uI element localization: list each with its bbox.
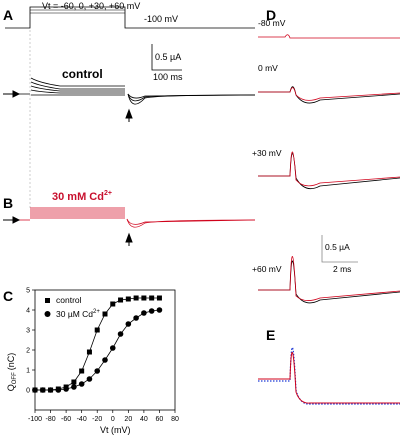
- x-tick-label: 80: [171, 416, 179, 423]
- data-point-circle: [94, 368, 101, 374]
- scale-bar-d-current: 0.5 µA: [325, 242, 350, 252]
- data-point-circle: [117, 331, 124, 337]
- data-point-square: [71, 379, 77, 385]
- panel-b-label: B: [3, 195, 13, 211]
- legend-circle-marker: [44, 311, 51, 317]
- data-point-square: [149, 295, 155, 301]
- panel-d-label: D: [266, 7, 276, 23]
- qoff-chart: -100 -80 -60 -40 -20 0 20 40 60 80 0 1 2 3 4 5: [26, 288, 179, 424]
- data-point-circle: [109, 345, 116, 351]
- data-point-circle: [39, 387, 46, 393]
- data-point-square: [133, 295, 139, 301]
- x-tick-label: -20: [92, 416, 102, 423]
- series-1-fit-line: [35, 309, 160, 391]
- y-tick-label: 2: [26, 348, 30, 355]
- cd-current-traces: [5, 207, 256, 228]
- data-point-circle: [133, 315, 139, 321]
- panel-a-label: A: [3, 7, 13, 23]
- holding-potential-label: -100 mV: [144, 14, 178, 24]
- chart-legend: control 30 µM Cd2+: [44, 295, 100, 319]
- data-point-square: [94, 327, 100, 333]
- legend-control: control: [56, 295, 82, 305]
- voltage-protocol-steps: [30, 9, 125, 14]
- x-tick-label: 40: [140, 416, 148, 423]
- panel-c-label: C: [3, 288, 13, 304]
- x-tick-label: 0: [111, 416, 115, 423]
- data-point-circle: [55, 387, 62, 393]
- trace-60-cd: [258, 256, 400, 301]
- data-point-square: [79, 368, 85, 374]
- data-point-circle: [156, 307, 163, 313]
- data-point-circle: [148, 308, 155, 314]
- trace-30-control: [258, 153, 400, 190]
- off-arrow-b: [125, 232, 133, 246]
- data-point-circle: [78, 381, 85, 387]
- data-point-square: [118, 297, 124, 303]
- panel-e-label: E: [266, 327, 275, 343]
- data-point-square: [125, 296, 131, 302]
- baseline-arrow: [3, 90, 21, 98]
- trace-minus80-cd: [258, 34, 400, 39]
- legend-cd: 30 µM Cd2+: [56, 309, 100, 319]
- data-point-square: [86, 349, 92, 355]
- y-tick-label: 0: [26, 388, 30, 395]
- x-tick-label: -60: [61, 416, 71, 423]
- y-tick-label: 3: [26, 328, 30, 335]
- data-point-circle: [71, 384, 77, 390]
- scale-bar-d-time: 2 ms: [333, 264, 351, 274]
- baseline-arrow-b: [3, 216, 21, 224]
- scale-bar-d: [321, 235, 358, 263]
- panel-b: B 30 mM Cd2+: [3, 190, 256, 246]
- data-point-circle: [63, 386, 69, 392]
- y-axis-label: QOFF(nC): [6, 353, 18, 392]
- off-arrow: [125, 108, 133, 122]
- control-label: control: [62, 67, 103, 81]
- trace-label-plus30: +30 mV: [252, 148, 282, 158]
- trace-0-control: [258, 86, 400, 104]
- trace-0-cd: [258, 87, 400, 101]
- scale-bar-a-time: 100 ms: [153, 72, 183, 82]
- x-tick-label: -100: [28, 416, 42, 423]
- scale-bar-a-current: 0.5 µA: [155, 52, 181, 62]
- trace-e-blue: [258, 347, 400, 405]
- protocol-label: Vt = -60, 0, +30, +60 mV: [42, 1, 140, 11]
- x-tick-label: 60: [156, 416, 164, 423]
- trace-label-0: 0 mV: [258, 63, 278, 73]
- x-tick-label: -40: [77, 416, 87, 423]
- x-tick-label: -80: [45, 416, 55, 423]
- data-point-circle: [32, 387, 38, 393]
- data-point-circle: [86, 376, 93, 382]
- data-point-square: [102, 311, 108, 317]
- data-point-square: [156, 295, 162, 301]
- panel-c: C -100 -80 -60 -40 -20 0 20 40 60 80 0 1 2 3 4 5 Vt (mV…: [3, 288, 179, 436]
- cd-condition-label: 30 mM Cd2+: [52, 190, 112, 203]
- trace-label-plus60: +60 mV: [252, 264, 282, 274]
- data-point-circle: [102, 357, 108, 363]
- voltage-protocol-trace: [5, 6, 255, 29]
- control-current-traces: [5, 77, 256, 105]
- scale-bar-a: [151, 44, 182, 71]
- trace-e-red: [258, 352, 400, 404]
- legend-square-marker: [45, 298, 50, 303]
- x-axis-label: Vt (mV): [100, 425, 131, 435]
- data-point-square: [110, 301, 116, 307]
- panel-a: A Vt = -60, 0, +30, +60 mV -100 mV contr…: [3, 1, 256, 210]
- data-point-circle: [125, 321, 132, 327]
- chart-frame: [34, 289, 176, 411]
- data-point-circle: [47, 387, 54, 393]
- data-point-circle: [141, 310, 147, 316]
- y-tick-label: 4: [26, 308, 30, 315]
- y-tick-label: 5: [26, 288, 30, 295]
- trace-30-cd: [258, 151, 400, 187]
- panel-e: E: [258, 327, 400, 405]
- trace-label-minus80: -80 mV: [258, 18, 286, 28]
- panel-d: D -80 mV 0 mV +30 mV +60 mV 0.5 µA 2 ms: [252, 7, 400, 304]
- data-point-square: [141, 295, 147, 301]
- y-tick-label: 1: [26, 368, 30, 375]
- x-tick-label: 20: [124, 416, 132, 423]
